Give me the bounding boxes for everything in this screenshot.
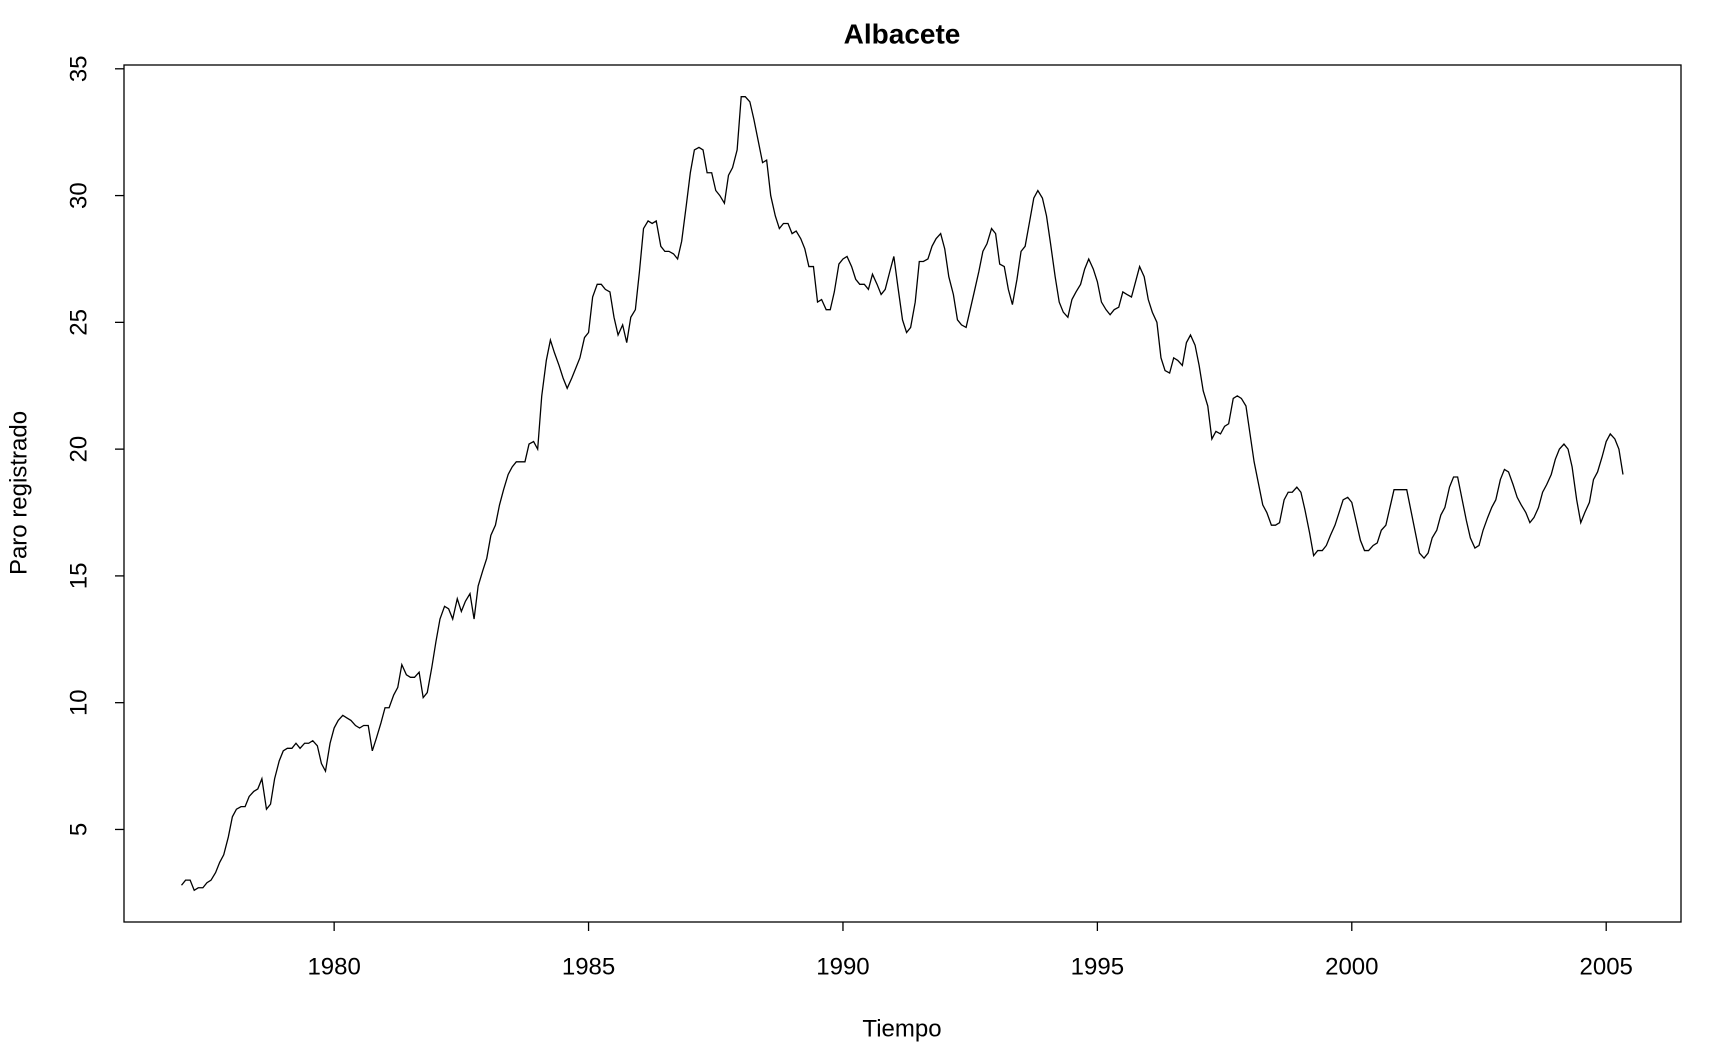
series-line bbox=[180, 96, 1624, 892]
x-tick-label: 2000 bbox=[1325, 953, 1378, 980]
y-tick-label: 20 bbox=[65, 436, 92, 463]
x-tick-label: 1990 bbox=[816, 953, 869, 980]
chart-title: Albacete bbox=[844, 18, 961, 49]
y-tick-label: 15 bbox=[65, 563, 92, 590]
x-axis-label: Tiempo bbox=[862, 1015, 941, 1042]
x-tick-label: 1995 bbox=[1071, 953, 1124, 980]
y-tick-label: 10 bbox=[65, 689, 92, 716]
plot-frame bbox=[123, 64, 1682, 923]
y-tick-label: 35 bbox=[65, 55, 92, 82]
y-tick-label: 25 bbox=[65, 309, 92, 336]
y-tick-label: 5 bbox=[65, 823, 92, 836]
y-tick-label: 30 bbox=[65, 182, 92, 209]
x-tick-label: 1980 bbox=[307, 953, 360, 980]
x-tick-label: 1985 bbox=[562, 953, 615, 980]
y-axis-label: Paro registrado bbox=[5, 411, 32, 575]
x-tick-label: 2005 bbox=[1580, 953, 1633, 980]
